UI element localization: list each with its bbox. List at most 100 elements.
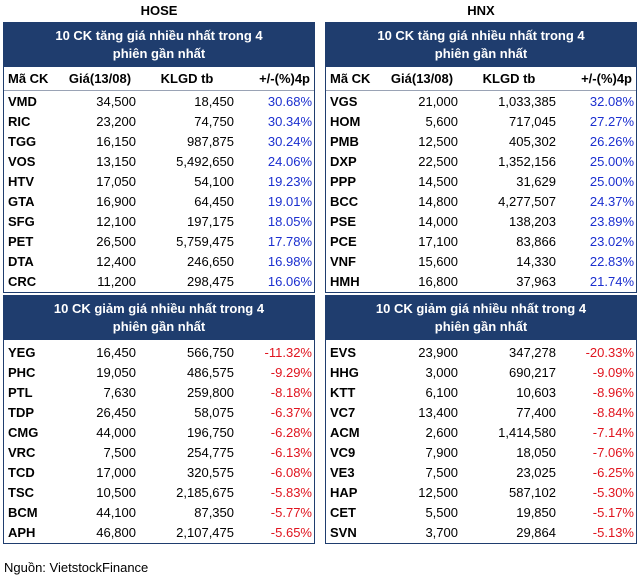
change-cell: -8.96% — [592, 385, 634, 400]
table-row: BCC 14,800 4,277,507 24.37% — [326, 192, 636, 212]
price-cell: 13,150 — [96, 154, 136, 169]
change-cell: 16.98% — [267, 254, 312, 269]
table-row: BCM 44,100 87,350 -5.77% — [4, 503, 314, 523]
price-cell: 3,700 — [425, 525, 458, 540]
table-row: VE3 7,500 23,025 -6.25% — [326, 463, 636, 483]
volume-cell: 64,450 — [194, 194, 234, 209]
ticker-cell: VC7 — [330, 405, 356, 420]
volume-cell: 1,033,385 — [498, 94, 556, 109]
price-cell: 6,100 — [425, 385, 458, 400]
volume-cell: 1,352,156 — [498, 154, 556, 169]
change-cell: 19.01% — [267, 194, 312, 209]
price-cell: 14,000 — [418, 214, 458, 229]
ticker-cell: DXP — [330, 154, 357, 169]
change-cell: 32.08% — [589, 94, 634, 109]
change-cell: -5.30% — [592, 485, 634, 500]
change-cell: -5.83% — [270, 485, 312, 500]
col-change: +/-(%)4p — [259, 71, 310, 86]
exchange-title: HNX — [467, 3, 495, 18]
table-row: SVN 3,700 29,864 -5.13% — [326, 523, 636, 543]
price-cell: 16,450 — [96, 345, 136, 360]
price-cell: 16,150 — [96, 134, 136, 149]
ticker-cell: ACM — [330, 425, 360, 440]
ticker-cell: PSE — [330, 214, 357, 229]
change-cell: 27.27% — [589, 114, 634, 129]
col-ticker: Mã CK — [8, 71, 49, 86]
change-cell: -20.33% — [585, 345, 634, 360]
table-row: CRC 11,200 298,475 16.06% — [4, 272, 314, 292]
change-cell: -6.37% — [270, 405, 312, 420]
price-cell: 34,500 — [96, 94, 136, 109]
price-cell: 12,100 — [96, 214, 136, 229]
price-cell: 7,500 — [425, 465, 458, 480]
col-change: +/-(%)4p — [581, 71, 632, 86]
table-row: CMG 44,000 196,750 -6.28% — [4, 423, 314, 443]
price-cell: 44,100 — [96, 505, 136, 520]
gainers-title: 10 CK tăng giá nhiều nhất trong 4 phiên g… — [326, 23, 636, 67]
table-row: APH 46,800 2,107,475 -5.65% — [4, 523, 314, 543]
volume-cell: 1,414,580 — [498, 425, 556, 440]
ticker-cell: VC9 — [330, 445, 356, 460]
volume-cell: 987,875 — [187, 134, 234, 149]
ticker-cell: VE3 — [330, 465, 355, 480]
price-cell: 5,600 — [425, 114, 458, 129]
price-cell: 5,500 — [425, 505, 458, 520]
ticker-cell: BCC — [330, 194, 359, 209]
change-cell: 22.83% — [589, 254, 634, 269]
volume-cell: 18,450 — [194, 94, 234, 109]
volume-cell: 83,866 — [516, 234, 556, 249]
volume-cell: 10,603 — [516, 385, 556, 400]
change-cell: 17.78% — [267, 234, 312, 249]
change-cell: 21.74% — [589, 274, 634, 289]
col-ticker: Mã CK — [330, 71, 371, 86]
change-cell: 26.26% — [589, 134, 634, 149]
change-cell: -8.18% — [270, 385, 312, 400]
table-row: DTA 12,400 246,650 16.98% — [4, 252, 314, 272]
losers-section: 10 CK giảm giá nhiều nhất trong 4 phiên g… — [325, 295, 637, 544]
table-row: VC9 7,900 18,050 -7.06% — [326, 443, 636, 463]
change-cell: -9.09% — [592, 365, 634, 380]
col-price: Giá(13/08) — [68, 71, 132, 86]
table-row: RIC 23,200 74,750 30.34% — [4, 112, 314, 132]
ticker-cell: SFG — [8, 214, 35, 229]
hose-panel: HOSE 10 CK tăng giá nhiều nhất trong 4 ph… — [3, 0, 315, 544]
volume-cell: 486,575 — [187, 365, 234, 380]
change-cell: 30.24% — [267, 134, 312, 149]
volume-cell: 347,278 — [509, 345, 556, 360]
ticker-cell: EVS — [330, 345, 357, 360]
table-row: HAP 12,500 587,102 -5.30% — [326, 483, 636, 503]
volume-cell: 587,102 — [509, 485, 556, 500]
change-cell: -6.13% — [270, 445, 312, 460]
price-cell: 17,100 — [418, 234, 458, 249]
table-row: PET 26,500 5,759,475 17.78% — [4, 232, 314, 252]
ticker-cell: VNF — [330, 254, 356, 269]
table-row: HHG 3,000 690,217 -9.09% — [326, 363, 636, 383]
volume-cell: 58,075 — [194, 405, 234, 420]
price-cell: 10,500 — [96, 485, 136, 500]
hnx-panel: HNX 10 CK tăng giá nhiều nhất trong 4 phi… — [325, 0, 637, 544]
volume-cell: 77,400 — [516, 405, 556, 420]
price-cell: 15,600 — [418, 254, 458, 269]
table-row: VNF 15,600 14,330 22.83% — [326, 252, 636, 272]
change-cell: -5.17% — [592, 505, 634, 520]
volume-cell: 54,100 — [194, 174, 234, 189]
change-cell: -5.77% — [270, 505, 312, 520]
volume-cell: 37,963 — [516, 274, 556, 289]
change-cell: -7.14% — [592, 425, 634, 440]
table-row: GTA 16,900 64,450 19.01% — [4, 192, 314, 212]
table-row: PHC 19,050 486,575 -9.29% — [4, 363, 314, 383]
ticker-cell: HHG — [330, 365, 359, 380]
table-row: PTL 7,630 259,800 -8.18% — [4, 383, 314, 403]
losers-rows: YEG 16,450 566,750 -11.32% PHC 19,050 486,575 -… — [4, 340, 314, 543]
ticker-cell: HTV — [8, 174, 34, 189]
change-cell: -9.29% — [270, 365, 312, 380]
ticker-cell: CET — [330, 505, 356, 520]
col-volume: KLGD tb — [482, 71, 536, 86]
ticker-cell: VRC — [8, 445, 36, 460]
volume-cell: 566,750 — [187, 345, 234, 360]
change-cell: -5.65% — [270, 525, 312, 540]
ticker-cell: VMD — [8, 94, 37, 109]
change-cell: -6.08% — [270, 465, 312, 480]
price-cell: 7,630 — [103, 385, 136, 400]
col-volume: KLGD tb — [160, 71, 214, 86]
